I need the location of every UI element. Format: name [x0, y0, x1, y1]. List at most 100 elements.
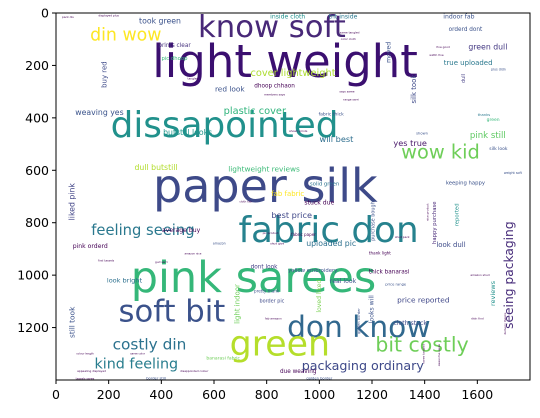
x-tick-label-0: 0	[52, 387, 60, 402]
word-61: moved	[386, 42, 393, 63]
word-75: plus didn	[491, 67, 506, 71]
y-tick-label-6: 1200	[17, 320, 49, 335]
word-55: thick banarasi	[369, 270, 410, 276]
word-88: colour length	[76, 351, 94, 355]
word-13: kind feeling	[94, 356, 178, 372]
word-98: shown prints	[289, 129, 308, 133]
word-18: plastic cover	[224, 106, 287, 117]
word-66: silk look	[489, 146, 508, 152]
word-71: pretty thank	[254, 288, 280, 293]
word-51: indoor fab	[443, 13, 474, 20]
word-87: appealing displayed	[77, 369, 106, 373]
word-68: reported	[455, 203, 461, 226]
word-21: yes true	[393, 138, 427, 148]
word-103: members says	[264, 92, 285, 96]
word-27: fab fabric	[271, 190, 304, 198]
word-101: width fine	[429, 53, 443, 57]
word-59: keeping happy	[446, 180, 485, 186]
word-14: feeling seeing	[91, 222, 194, 239]
word-104: says saree	[339, 90, 354, 94]
word-64: border pic	[259, 298, 284, 304]
word-4: know soft	[198, 10, 346, 45]
word-25: dull butstill	[135, 163, 178, 172]
word-83: amazon	[213, 242, 226, 246]
word-108: shud pack	[395, 235, 410, 239]
word-37: true uploaded	[444, 59, 493, 67]
word-31: liked pink	[67, 183, 76, 221]
word-11: din wow	[90, 25, 161, 45]
word-93: cloth fab	[239, 200, 252, 204]
word-7: don know	[287, 309, 431, 344]
word-50: tnt inside	[329, 13, 358, 20]
word-70: fabric thick	[319, 112, 345, 118]
y-tick-label-0: 0	[41, 6, 49, 21]
word-16: seeing packaging	[502, 221, 516, 329]
word-23: weaving yes	[75, 108, 123, 117]
word-45: dont look	[251, 264, 278, 270]
word-2: pink sarees	[131, 253, 377, 303]
word-106: nice product	[425, 202, 429, 221]
word-73: thank light	[369, 250, 391, 255]
word-107: pic product	[263, 231, 280, 235]
word-58: solid green	[310, 182, 339, 188]
word-77: banarasi fabric	[206, 356, 240, 362]
word-43: price reported	[397, 296, 449, 305]
word-60: happy purchase	[432, 201, 438, 244]
word-49: inside cloth	[270, 13, 305, 20]
y-tick-label-2: 400	[25, 110, 49, 125]
word-65: purchase bought	[370, 199, 376, 241]
word-28: best price	[271, 210, 312, 220]
word-78: border still	[146, 377, 166, 381]
x-tick-label-7: 1400	[409, 387, 441, 402]
word-74: price range	[385, 282, 407, 286]
word-32: still took	[67, 306, 76, 338]
word-105: range sarri	[343, 98, 359, 102]
plot-frame	[55, 12, 531, 381]
word-72: fabric paper	[291, 232, 316, 237]
word-57: stuck due	[304, 200, 334, 207]
x-tick-label-4: 800	[255, 387, 279, 402]
word-12: costly din	[113, 336, 187, 354]
word-15: packaging ordinary	[302, 358, 425, 373]
word-52: cloth stuck	[393, 320, 427, 327]
word-26: lightweight reviews	[228, 164, 300, 173]
word-86: tassels saree	[76, 377, 95, 381]
y-axis: 0 200 400 600 800 1000 1200	[17, 6, 56, 335]
word-42: look bright	[107, 276, 143, 284]
word-38: silk took	[410, 75, 418, 104]
word-17: cover lightweight	[250, 68, 335, 79]
word-9: wow kid	[401, 140, 480, 163]
x-tick-label-2: 400	[149, 387, 173, 402]
word-41: pink orderd	[73, 243, 108, 250]
word-47: loved liked	[316, 279, 323, 312]
word-110: amazon shud	[470, 273, 489, 277]
word-35: dhoop chhaon	[254, 83, 295, 89]
word-76: golden border	[357, 308, 361, 334]
word-22: will best	[320, 134, 355, 144]
word-85: displayed plus	[98, 14, 119, 18]
word-40: real look	[330, 278, 357, 285]
y-tick-label-5: 1000	[17, 268, 49, 283]
word-89: saree color	[130, 351, 146, 355]
word-97: disappointed colour	[180, 369, 209, 373]
word-80: thanks	[478, 113, 490, 117]
x-tick-label-3: 600	[202, 387, 226, 402]
word-33: buy red	[101, 61, 109, 87]
word-39: prints clear	[158, 43, 191, 49]
word-95: didn find	[471, 316, 484, 320]
x-tick-label-5: 1000	[303, 387, 335, 402]
y-tick-label-1: 200	[25, 58, 49, 73]
word-19: green dull	[468, 43, 507, 52]
word-67: green	[487, 117, 500, 123]
word-99: color cloth	[341, 37, 356, 41]
word-62: orderd dont	[449, 27, 483, 33]
word-90: gud sarri	[155, 260, 168, 264]
word-10: bit costly	[375, 333, 468, 357]
word-48: looks will	[369, 295, 376, 323]
word-30: look dull	[436, 241, 465, 249]
word-100: saree tangled	[340, 31, 360, 35]
word-63: pic dhoop	[161, 56, 188, 62]
y-tick-label-4: 800	[25, 215, 49, 230]
word-94: fab amazon	[265, 316, 282, 320]
